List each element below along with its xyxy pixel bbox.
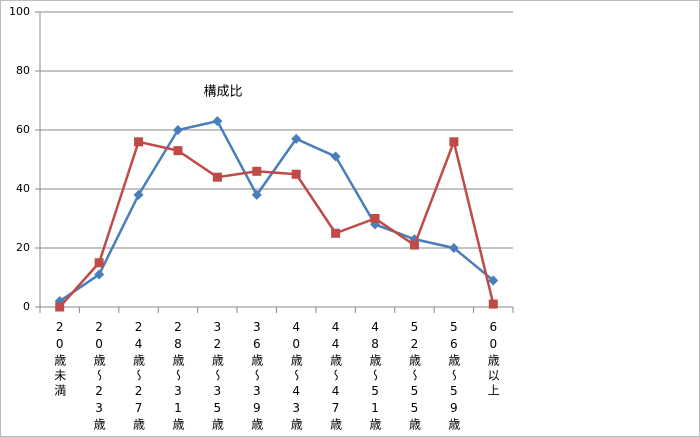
- x-tick-label: 56歳～59歳: [447, 320, 461, 433]
- marker: [488, 299, 498, 309]
- y-tick-label: 60: [16, 123, 30, 136]
- marker: [133, 189, 144, 200]
- marker: [488, 275, 499, 286]
- marker: [330, 151, 341, 162]
- marker: [251, 189, 262, 200]
- marker: [449, 137, 459, 147]
- marker: [173, 146, 183, 156]
- marker: [94, 258, 104, 268]
- chart-title: 構成比: [203, 85, 242, 100]
- x-tick-label: 28歳～31歳: [171, 320, 185, 433]
- x-tick-label: 60歳以上: [486, 320, 500, 399]
- y-tick-label: 100: [9, 5, 30, 18]
- x-tick-label: 36歳～39歳: [250, 320, 264, 433]
- marker: [252, 166, 262, 176]
- y-tick-label: 0: [23, 300, 30, 313]
- marker: [291, 169, 301, 179]
- marker: [212, 116, 223, 127]
- y-tick-label: 20: [16, 241, 30, 254]
- x-tick-label: 20歳未満: [53, 320, 67, 399]
- x-tick-label: 20歳～23歳: [92, 320, 106, 433]
- series-line: [59, 119, 495, 303]
- marker: [409, 240, 419, 250]
- series-line: [58, 140, 495, 308]
- marker: [212, 172, 222, 182]
- y-tick-label: 80: [16, 64, 30, 77]
- y-tick-label: 40: [16, 182, 30, 195]
- marker: [331, 228, 341, 238]
- x-tick-label: 44歳～47歳: [329, 320, 343, 433]
- marker: [291, 133, 302, 144]
- marker: [172, 125, 183, 135]
- marker: [134, 137, 144, 147]
- x-tick-label: 24歳～27歳: [132, 320, 146, 433]
- x-tick-label: 52歳～55歳: [407, 320, 421, 433]
- x-tick-label: 48歳～51歳: [368, 320, 382, 433]
- marker: [94, 269, 105, 280]
- x-tick-label: 40歳～43歳: [289, 320, 303, 433]
- x-tick-label: 32歳～35歳: [210, 320, 224, 433]
- marker: [448, 243, 459, 253]
- marker: [370, 214, 380, 223]
- marker: [55, 302, 65, 312]
